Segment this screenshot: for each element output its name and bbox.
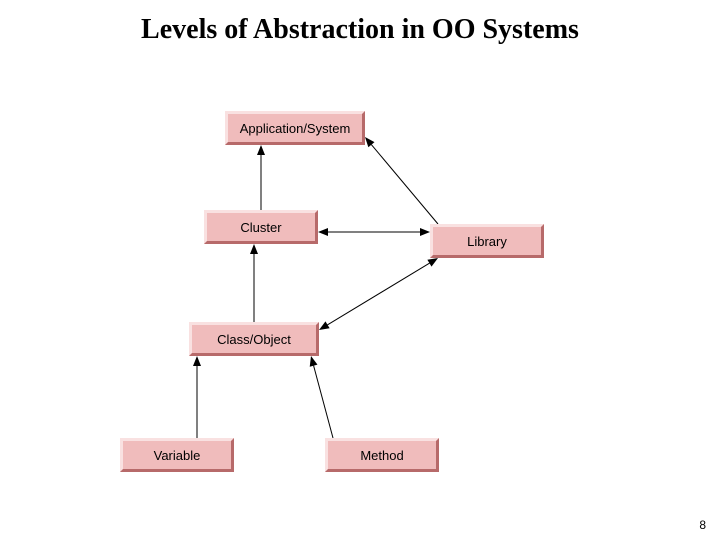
node-variable: Variable [120,438,234,472]
node-library: Library [430,224,544,258]
node-cluster: Cluster [204,210,318,244]
node-method: Method [325,438,439,472]
node-classobj: Class/Object [189,322,319,356]
slide-number: 8 [699,518,706,532]
node-appsys: Application/System [225,111,365,145]
abstraction-diagram: Application/System Cluster Library Class/Ob… [0,0,720,540]
